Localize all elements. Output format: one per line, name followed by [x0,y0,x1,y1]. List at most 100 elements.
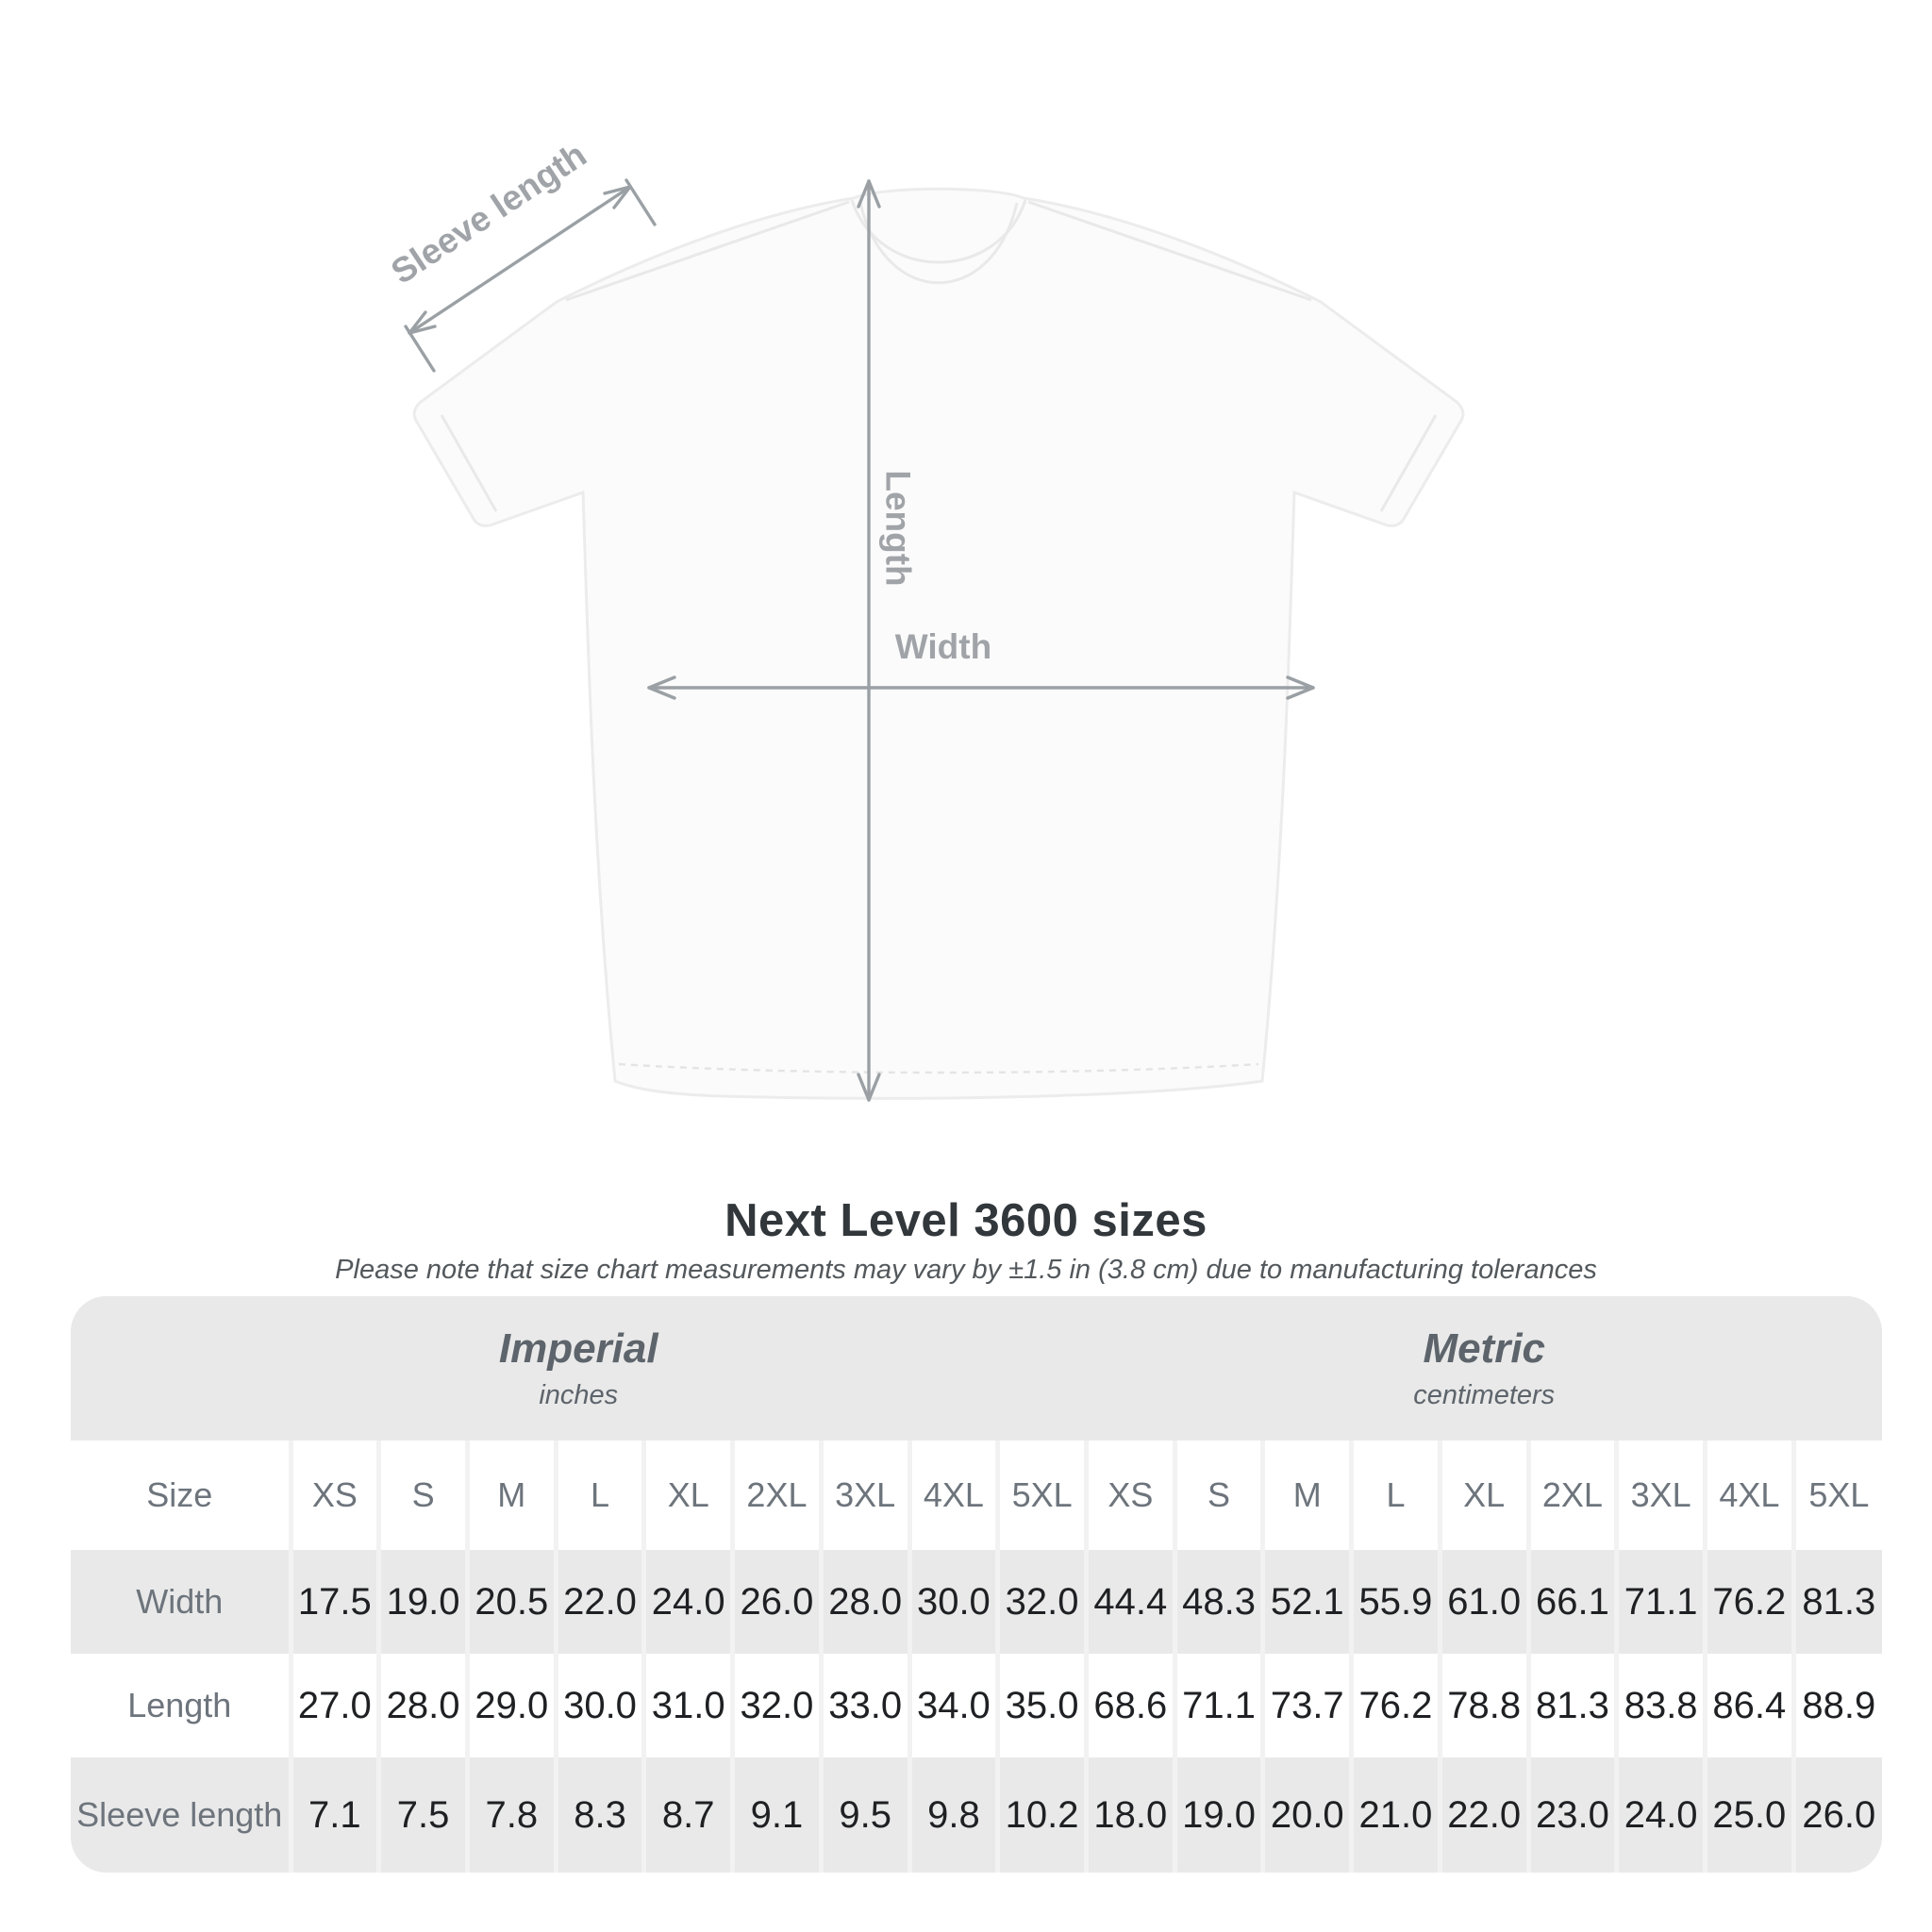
size-header-cell: S [376,1441,468,1550]
size-header-cell: L [1349,1441,1441,1550]
size-header-cell: XS [288,1441,379,1550]
value-cell: 7.8 [464,1757,557,1873]
size-header-cell: S [1172,1441,1263,1550]
size-header-cell: 2XL [730,1441,822,1550]
size-header-cell: 4XL [1703,1441,1794,1550]
value-cell: 26.0 [1790,1757,1882,1873]
value-cell: 88.9 [1790,1654,1882,1757]
value-cell: 61.0 [1437,1550,1529,1654]
page-title: Next Level 3600 sizes [724,1195,1208,1246]
length-dimension: Length [857,179,918,1102]
imperial-group-unit: inches [539,1380,619,1411]
imperial-group-header: Imperial inches [71,1296,1087,1441]
size-header-cell: XS [1083,1441,1175,1550]
value-cell: 55.9 [1349,1550,1441,1654]
value-cell: 48.3 [1172,1550,1263,1654]
value-cell: 25.0 [1703,1757,1794,1873]
size-header-cell: M [1260,1441,1352,1550]
value-cell: 21.0 [1349,1757,1441,1873]
size-header-row: Size XS S M L XL 2XL 3XL 4XL 5XL XS S M … [71,1441,1882,1550]
value-cell: 86.4 [1703,1654,1794,1757]
value-cell: 52.1 [1260,1550,1352,1654]
size-header-cell: 4XL [907,1441,998,1550]
value-cell: 26.0 [730,1550,822,1654]
value-cell: 24.0 [1614,1757,1706,1873]
value-cell: 18.0 [1083,1757,1175,1873]
width-dimension: Width [647,627,1315,700]
size-column-header: Size [71,1441,291,1550]
metric-group-header: Metric centimeters [1086,1296,1882,1441]
size-header-cell: 3XL [818,1441,910,1550]
value-cell: 9.8 [907,1757,998,1873]
size-header-cell: XL [1437,1441,1529,1550]
value-cell: 83.8 [1614,1654,1706,1757]
unit-group-row: Imperial inches Metric centimeters [71,1296,1882,1441]
row-label: Width [71,1550,291,1654]
value-cell: 20.0 [1260,1757,1352,1873]
right-sleeve-seam [1379,414,1438,512]
value-cell: 9.5 [818,1757,910,1873]
size-header-cell: L [553,1441,644,1550]
metric-group-name: Metric [1423,1324,1546,1372]
value-cell: 8.3 [553,1757,644,1873]
value-cell: 22.0 [1437,1757,1529,1873]
value-cell: 19.0 [1172,1757,1263,1873]
length-row: Length 27.0 28.0 29.0 30.0 31.0 32.0 33.… [71,1654,1882,1757]
value-cell: 71.1 [1614,1550,1706,1654]
value-cell: 17.5 [288,1550,379,1654]
value-cell: 7.5 [376,1757,468,1873]
collar-inner-seam [858,202,1019,285]
value-cell: 10.2 [995,1757,1087,1873]
imperial-group-name: Imperial [498,1324,658,1372]
value-cell: 32.0 [995,1550,1087,1654]
value-cell: 32.0 [730,1654,822,1757]
size-header-cell: 5XL [1790,1441,1882,1550]
value-cell: 71.1 [1172,1654,1263,1757]
value-cell: 7.1 [288,1757,379,1873]
value-cell: 68.6 [1083,1654,1175,1757]
width-label: Width [895,627,991,666]
value-cell: 31.0 [641,1654,733,1757]
value-cell: 29.0 [464,1654,557,1757]
row-label: Length [71,1654,291,1757]
tshirt-illustration [412,187,1465,1100]
value-cell: 19.0 [376,1550,468,1654]
value-cell: 28.0 [818,1550,910,1654]
size-table: Imperial inches Metric centimeters Size … [71,1296,1882,1873]
size-header-cell: 3XL [1614,1441,1706,1550]
length-label: Length [879,470,918,586]
row-label: Sleeve length [71,1757,291,1873]
size-table-container: Imperial inches Metric centimeters Size … [71,1296,1882,1873]
value-cell: 73.7 [1260,1654,1352,1757]
value-cell: 78.8 [1437,1654,1529,1757]
size-header-cell: 5XL [995,1441,1087,1550]
tolerance-note: Please note that size chart measurements… [335,1255,1597,1285]
value-cell: 30.0 [907,1550,998,1654]
left-shoulder-seam [565,200,850,302]
value-cell: 30.0 [553,1654,644,1757]
tshirt-outline [412,187,1465,1100]
size-header-cell: 2XL [1525,1441,1617,1550]
value-cell: 24.0 [641,1550,733,1654]
value-cell: 33.0 [818,1654,910,1757]
value-cell: 27.0 [288,1654,379,1757]
value-cell: 76.2 [1349,1654,1441,1757]
size-header-cell: M [464,1441,557,1550]
value-cell: 35.0 [995,1654,1087,1757]
value-cell: 9.1 [730,1757,822,1873]
value-cell: 8.7 [641,1757,733,1873]
value-cell: 20.5 [464,1550,557,1654]
value-cell: 81.3 [1790,1550,1882,1654]
value-cell: 22.0 [553,1550,644,1654]
value-cell: 81.3 [1525,1654,1617,1757]
value-cell: 66.1 [1525,1550,1617,1654]
value-cell: 34.0 [907,1654,998,1757]
width-row: Width 17.5 19.0 20.5 22.0 24.0 26.0 28.0… [71,1550,1882,1654]
value-cell: 23.0 [1525,1757,1617,1873]
size-header-cell: XL [641,1441,733,1550]
sleeve-length-label: Sleeve length [384,135,593,291]
left-sleeve-seam [440,414,498,512]
value-cell: 28.0 [376,1654,468,1757]
right-shoulder-seam [1027,200,1312,302]
